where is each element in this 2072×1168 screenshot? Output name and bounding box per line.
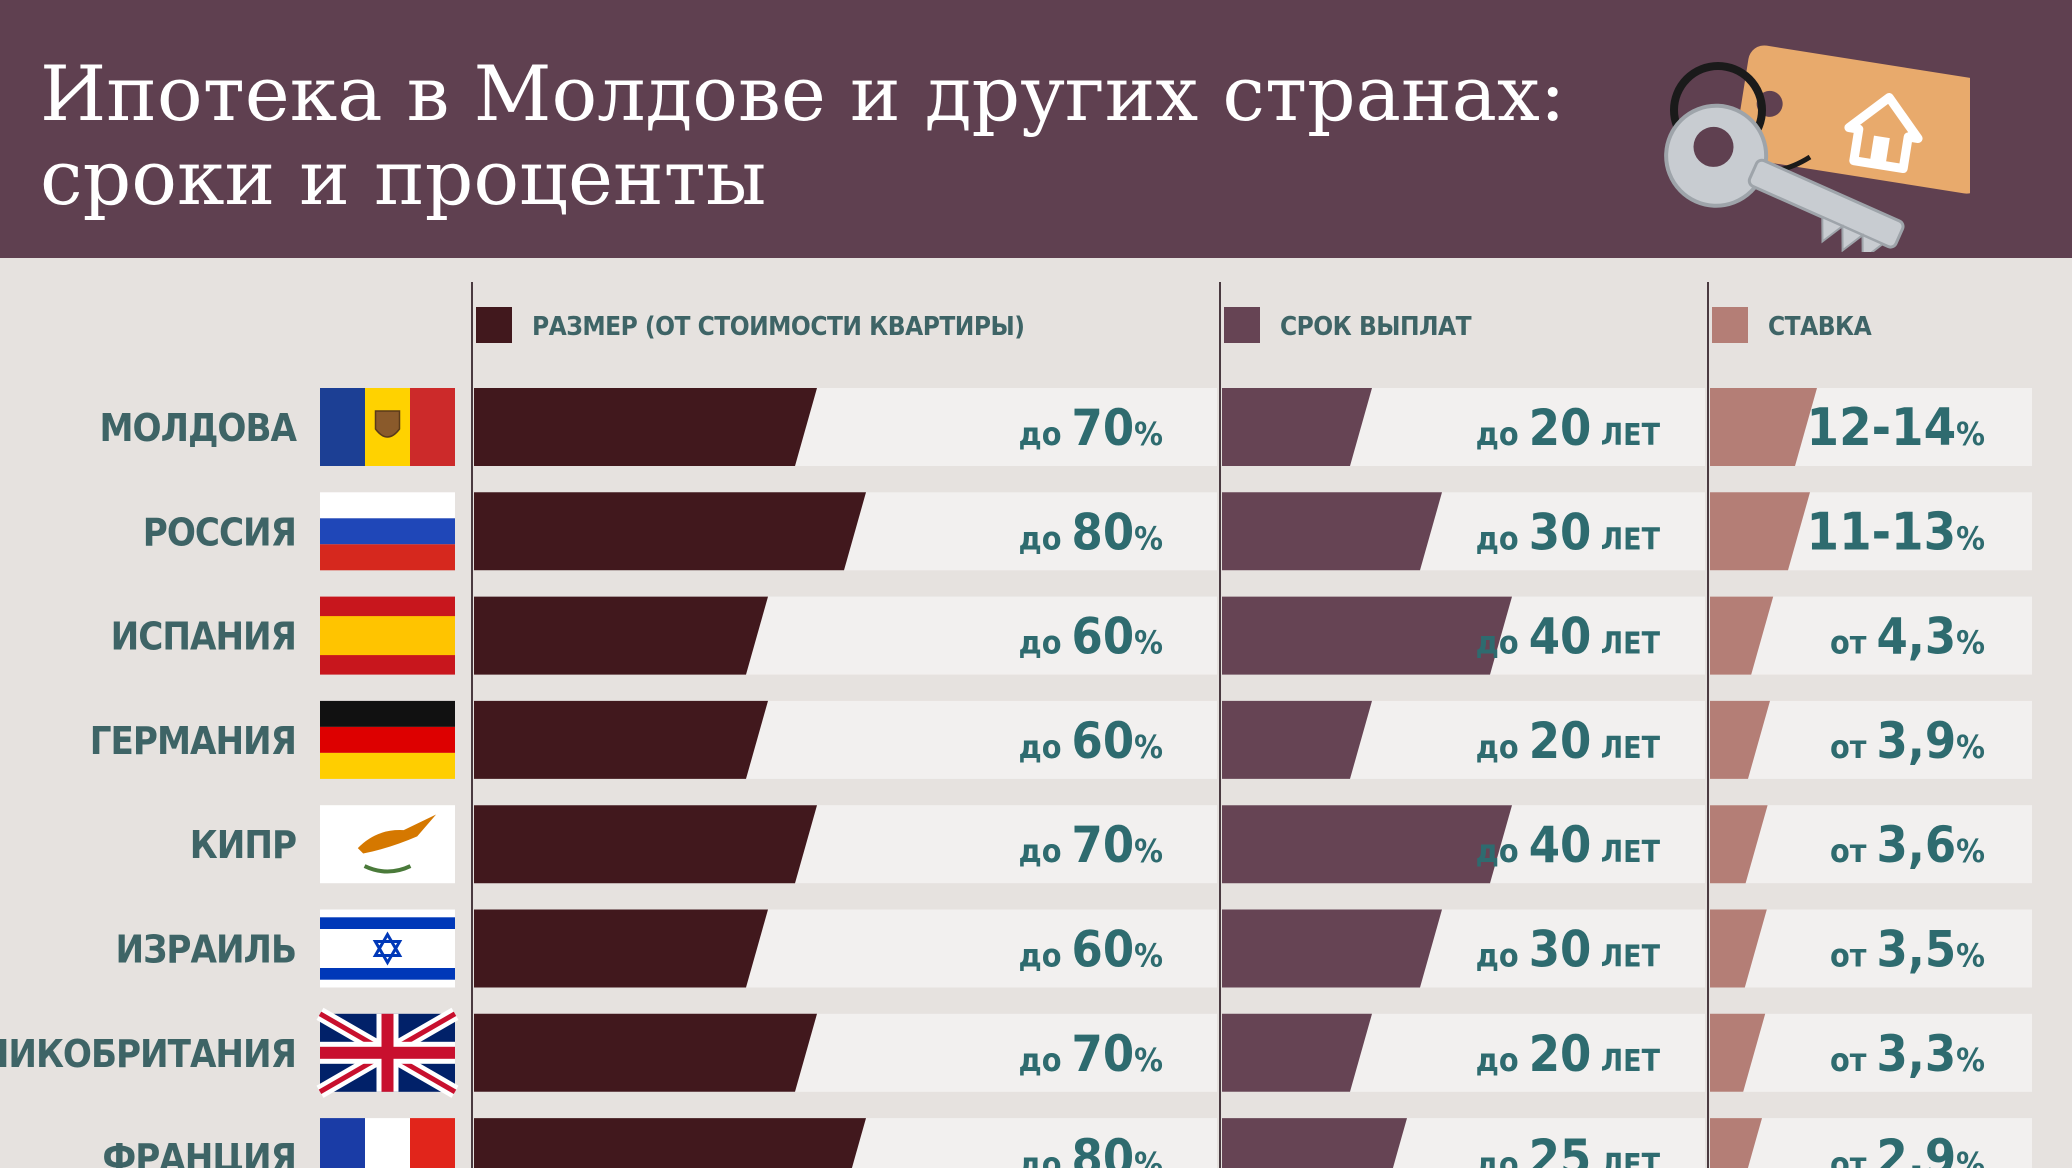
russia-flag-icon [320, 492, 455, 571]
bar [1710, 1118, 1762, 1168]
country-label: КИПР [190, 823, 296, 867]
country-label: ИЗРАИЛЬ [116, 928, 296, 972]
france-flag-icon [320, 1118, 455, 1168]
value-label: от 3,5% [1830, 921, 1985, 979]
legend-label: СТАВКА [1768, 312, 1872, 342]
bar [1710, 388, 1817, 466]
value-label: от 3,3% [1830, 1025, 1985, 1083]
bar [474, 1118, 866, 1168]
mortgage-chart: РАЗМЕР (ОТ СТОИМОСТИ КВАРТИРЫ) СРОК ВЫПЛА… [0, 282, 2032, 1168]
uk-flag-icon [316, 1007, 459, 1098]
bar [1222, 596, 1512, 675]
country-label: РОССИЯ [143, 510, 296, 554]
country-label: МОЛДОВА [100, 406, 298, 450]
bar [1222, 805, 1512, 884]
legend-label: СРОК ВЫПЛАТ [1280, 312, 1472, 342]
bar [1710, 492, 1810, 571]
value-label: до 20 ЛЕТ [1476, 1025, 1661, 1083]
value-label: до 40 ЛЕТ [1476, 608, 1661, 666]
value-label: до 20 ЛЕТ [1476, 399, 1661, 457]
bar [1222, 909, 1442, 988]
bar [1222, 700, 1372, 779]
bar [1710, 909, 1767, 988]
value-label: от 3,6% [1830, 816, 1985, 874]
row-track [1710, 1118, 2032, 1168]
value-label: до 60% [1019, 608, 1164, 666]
bar [1710, 805, 1768, 884]
value-label: до 40 ЛЕТ [1476, 816, 1661, 874]
value-label: до 80% [1019, 1129, 1164, 1168]
bar [474, 492, 866, 571]
moldova-flag-icon [320, 388, 455, 466]
value-label: до 20 ЛЕТ [1476, 712, 1661, 770]
value-label: до 30 ЛЕТ [1476, 921, 1661, 979]
country-label: ВЕЛИКОБРИТАНИЯ [0, 1032, 296, 1076]
value-label: до 70% [1019, 399, 1164, 457]
country-label: ФРАНЦИЯ [102, 1136, 296, 1168]
legend-label: РАЗМЕР (ОТ СТОИМОСТИ КВАРТИРЫ) [532, 312, 1024, 342]
bar [1222, 388, 1372, 466]
bar [1222, 1013, 1372, 1092]
legend-swatch [1224, 307, 1260, 343]
value-label: до 70% [1019, 816, 1164, 874]
cyprus-flag-icon [320, 805, 455, 884]
page-title: Ипотека в Молдове и других странах: срок… [40, 49, 1566, 222]
value-label: до 30 ЛЕТ [1476, 503, 1661, 561]
bar [474, 596, 768, 675]
value-label: до 60% [1019, 712, 1164, 770]
bar [474, 805, 817, 884]
country-label: ИСПАНИЯ [111, 615, 296, 659]
bar [1710, 1013, 1766, 1092]
israel-flag-icon [320, 909, 455, 988]
bar [1710, 596, 1774, 675]
germany-flag-icon [320, 700, 455, 779]
bar [1710, 700, 1770, 779]
legend-swatch [476, 307, 512, 343]
value-label: до 60% [1019, 921, 1164, 979]
value-label: до 70% [1019, 1025, 1164, 1083]
key-with-house-tag-icon [1664, 45, 1970, 252]
header-banner: Ипотека в Молдове и других странах: срок… [0, 0, 2072, 258]
bar [474, 1013, 817, 1092]
bar [474, 700, 768, 779]
country-label: ГЕРМАНИЯ [90, 719, 296, 763]
value-label: от 3,9% [1830, 712, 1985, 770]
legend-swatch [1712, 307, 1748, 343]
bar [1222, 492, 1442, 571]
row-track [1710, 1013, 2032, 1092]
value-label: 12-14% [1807, 398, 1985, 458]
value-label: от 2,9% [1830, 1129, 1985, 1168]
value-label: до 25 ЛЕТ [1476, 1129, 1661, 1168]
row-track [1710, 909, 2032, 988]
value-label: от 4,3% [1830, 608, 1985, 666]
bar [474, 388, 817, 466]
bar [474, 909, 768, 988]
value-label: 11-13% [1807, 502, 1985, 562]
value-label: до 80% [1019, 503, 1164, 561]
bar [1222, 1118, 1407, 1168]
spain-flag-icon [320, 596, 455, 675]
